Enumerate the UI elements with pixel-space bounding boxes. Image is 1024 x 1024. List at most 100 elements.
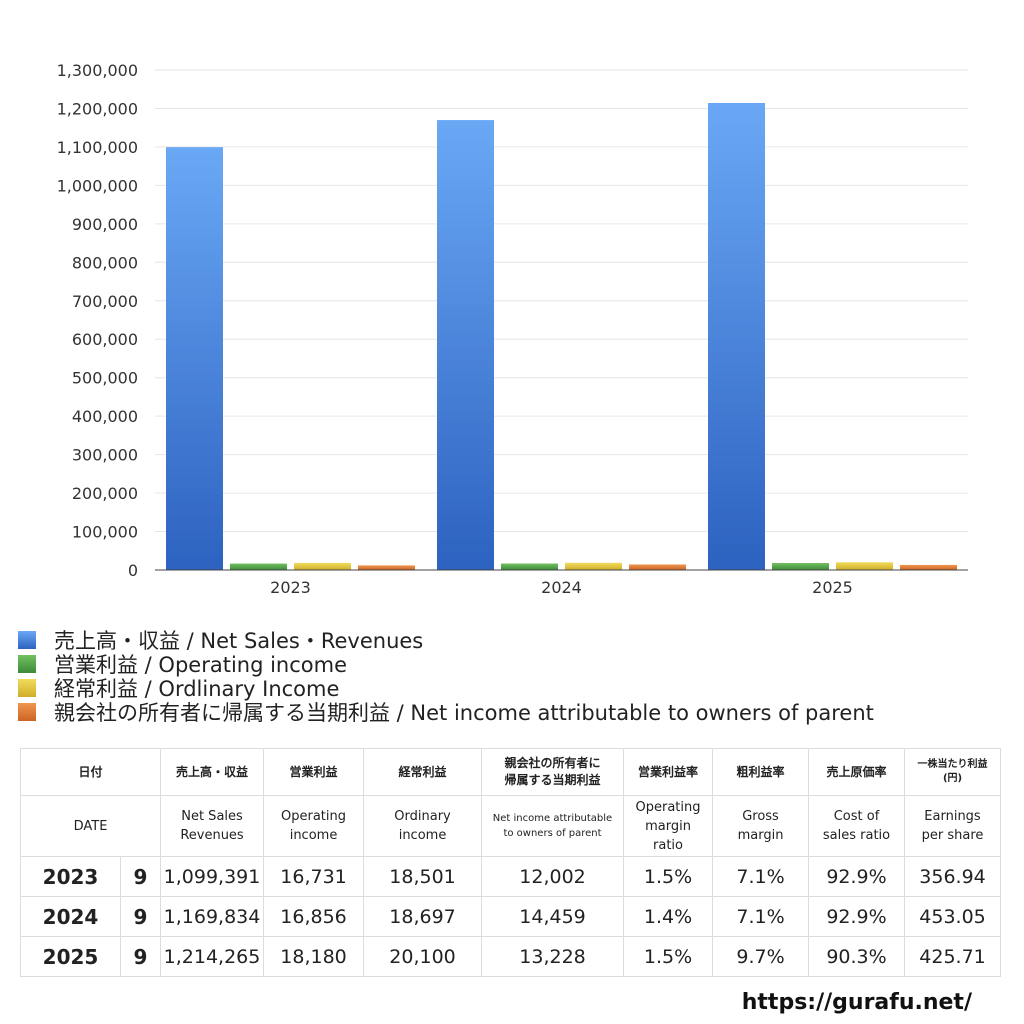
header-opm-jp: 営業利益率 (623, 748, 714, 796)
legend-item-ordinary-income: 経常利益 / Ordlinary Income (18, 676, 874, 701)
row-eps: 453.05 (904, 896, 1002, 937)
row-cos: 92.9% (808, 896, 906, 937)
header-sales-en: Net Sales Revenues (160, 795, 265, 857)
y-tick-label: 800,000 (72, 253, 138, 272)
row-sales: 1,099,391 (160, 856, 265, 897)
header-eps-jp-line2: (円) (942, 773, 963, 784)
gridlines (155, 69, 968, 533)
row-month: 9 (119, 936, 162, 977)
header-ord-en: Ordinary income (363, 795, 483, 857)
bar-ordinary-income-2025 (836, 562, 893, 570)
row-opm: 1.4% (623, 896, 714, 937)
legend: 売上高・収益 / Net Sales・Revenues 営業利益 / Opera… (18, 628, 874, 725)
header-opm-en-line1: Operating (635, 799, 701, 815)
row-cos: 90.3% (808, 936, 906, 977)
row-cos: 92.9% (808, 856, 906, 897)
row-ord: 18,697 (363, 896, 483, 937)
row-op: 18,180 (263, 936, 365, 977)
x-tick-label: 2024 (541, 578, 582, 597)
legend-swatch-net-sales (18, 631, 36, 649)
row-sales: 1,169,834 (160, 896, 265, 937)
row-eps: 356.94 (904, 856, 1002, 897)
table-row: 2025 9 1,214,265 18,180 20,100 13,228 1.… (20, 936, 1002, 977)
bar-operating-income-2023 (230, 563, 287, 570)
header-net-en: Net income attributable to owners of pare… (481, 795, 625, 857)
row-ord: 20,100 (363, 936, 483, 977)
row-gm: 7.1% (712, 896, 810, 937)
row-month: 9 (119, 896, 162, 937)
header-gm-en: Gross margin (712, 795, 810, 857)
header-eps-jp: 一株当たり利益 (円) (904, 748, 1002, 796)
row-gm: 7.1% (712, 856, 810, 897)
table-header-en: DATE Net Sales Revenues Operating income O… (19, 795, 1002, 857)
financial-table: 日付 売上高・収益 営業利益 経常利益 親会社の所有者に 帰属する当期利益 営業利… (19, 748, 1002, 977)
header-opm-en: Operating margin ratio (623, 795, 714, 857)
bar-chart: 0 100,000 200,000 300,000 400,000 500,000 600,… (57, 61, 968, 597)
source-url[interactable]: https://gurafu.net/ (741, 990, 972, 1015)
row-ord: 18,501 (363, 856, 483, 897)
header-ord-en-line2: income (398, 828, 447, 843)
bar-net-sales-2024 (437, 120, 494, 570)
header-cos-en-line2: sales ratio (822, 828, 891, 843)
row-year: 2023 (20, 856, 121, 897)
legend-swatch-net-income (18, 703, 36, 721)
header-sales-en-line1: Net Sales (181, 809, 243, 824)
y-axis-ticks: 0 100,000 200,000 300,000 400,000 500,000 600,… (57, 61, 138, 580)
y-tick-label: 700,000 (72, 292, 138, 311)
legend-label-operating-income: 営業利益 / Operating income (54, 653, 348, 677)
bars (166, 102, 957, 571)
header-date-en: DATE (19, 795, 162, 857)
y-tick-label: 1,300,000 (57, 61, 138, 80)
table-header-jp: 日付 売上高・収益 営業利益 経常利益 親会社の所有者に 帰属する当期利益 営業利… (19, 748, 1002, 796)
legend-item-net-sales: 売上高・収益 / Net Sales・Revenues (18, 628, 874, 653)
header-gm-en-line1: Gross (742, 809, 779, 824)
table-row: 2023 9 1,099,391 16,731 18,501 12,002 1.… (20, 856, 1002, 897)
header-op-en: Operating income (263, 795, 365, 857)
legend-item-operating-income: 営業利益 / Operating income (18, 652, 874, 677)
header-op-en-line2: income (289, 828, 338, 843)
header-ord-en-line1: Ordinary (394, 809, 451, 824)
header-net-en-line1: Net income attributable (492, 813, 613, 824)
header-opm-en-line2: margin (645, 818, 691, 834)
header-op-en-line1: Operating (281, 809, 347, 824)
header-cos-en: Cost of sales ratio (808, 795, 906, 857)
row-gm: 9.7% (712, 936, 810, 977)
bar-ordinary-income-2024 (565, 562, 622, 570)
legend-label-ordinary-income: 経常利益 / Ordlinary Income (54, 677, 340, 701)
row-month: 9 (119, 856, 162, 897)
row-year: 2024 (20, 896, 121, 937)
header-eps-en-line1: Earnings (924, 809, 981, 824)
row-op: 16,856 (263, 896, 365, 937)
header-net-jp: 親会社の所有者に 帰属する当期利益 (481, 748, 625, 796)
header-eps-en: Earnings per share (904, 795, 1002, 857)
header-eps-en-line2: per share (921, 828, 984, 843)
row-year: 2025 (20, 936, 121, 977)
y-tick-label: 400,000 (72, 407, 138, 426)
header-eps-jp-line1: 一株当たり利益 (917, 759, 988, 770)
header-opm-en-line3: ratio (653, 837, 683, 853)
bar-operating-income-2024 (501, 563, 558, 570)
y-tick-label: 0 (128, 561, 138, 580)
row-op: 16,731 (263, 856, 365, 897)
bar-ordinary-income-2023 (294, 562, 351, 570)
header-cos-en-line1: Cost of (833, 809, 880, 824)
header-cos-jp: 売上原価率 (808, 748, 906, 796)
y-tick-label: 600,000 (72, 330, 138, 349)
row-net: 12,002 (481, 856, 625, 897)
x-tick-label: 2025 (812, 578, 853, 597)
y-tick-label: 1,100,000 (57, 138, 138, 157)
header-gm-jp: 粗利益率 (712, 748, 810, 796)
y-tick-label: 100,000 (72, 523, 138, 542)
y-tick-label: 200,000 (72, 484, 138, 503)
legend-item-net-income: 親会社の所有者に帰属する当期利益 / Net income attributab… (18, 700, 874, 725)
row-net: 14,459 (481, 896, 625, 937)
y-tick-label: 300,000 (72, 446, 138, 465)
header-net-en-line2: to owners of parent (503, 828, 602, 839)
legend-label-net-sales: 売上高・収益 / Net Sales・Revenues (54, 629, 424, 653)
bar-net-income-2024 (629, 564, 686, 570)
legend-label-net-income: 親会社の所有者に帰属する当期利益 / Net income attributab… (54, 701, 874, 725)
header-net-jp-line1: 親会社の所有者に (504, 756, 601, 770)
bar-net-sales-2023 (166, 147, 223, 571)
x-axis-ticks: 2023 2024 2025 (270, 578, 853, 597)
bar-net-income-2025 (900, 564, 957, 570)
